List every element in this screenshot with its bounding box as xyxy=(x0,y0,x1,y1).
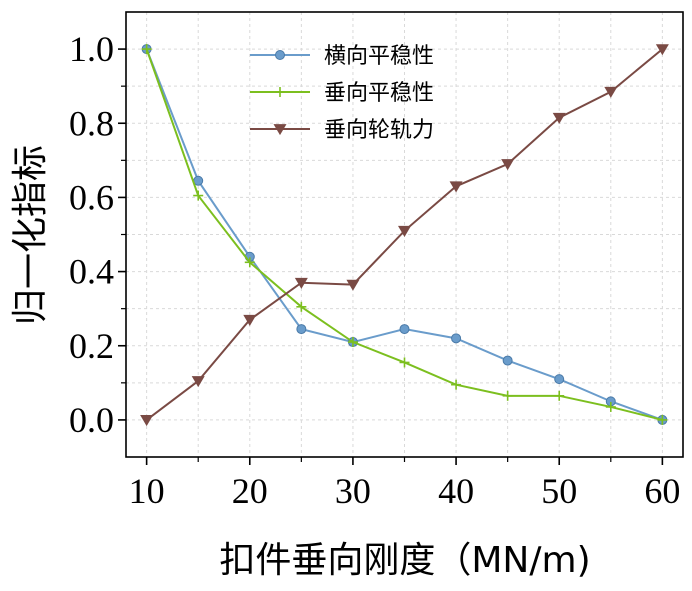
y-tick-label: 0.4 xyxy=(69,252,114,292)
data-point xyxy=(502,355,513,366)
data-point xyxy=(399,357,410,368)
data-point xyxy=(346,279,360,291)
series-layer xyxy=(140,44,669,427)
data-point xyxy=(244,257,255,268)
y-tick-label: 0.2 xyxy=(69,326,114,366)
y-tick-label: 0.6 xyxy=(69,177,114,217)
legend-entry-3: 垂向轮轨力 xyxy=(250,118,434,143)
data-point xyxy=(655,44,669,56)
x-axis-title: 扣件垂向刚度（MN/m) xyxy=(219,540,590,581)
tick-layer: 10 20 30 40 50 60 0.0 0.2 0.4 0.6 0.8 1.0 xyxy=(69,29,680,511)
data-point xyxy=(501,159,515,171)
y-tick-label: 1.0 xyxy=(69,29,114,69)
legend-marker xyxy=(275,50,285,60)
data-point xyxy=(347,337,358,348)
data-point xyxy=(657,414,668,425)
grid-layer xyxy=(126,12,683,457)
data-point xyxy=(296,324,307,335)
x-tick-label: 20 xyxy=(232,471,268,511)
legend-marker xyxy=(273,124,287,136)
data-point xyxy=(141,44,152,55)
y-tick-label: 0.0 xyxy=(69,400,114,440)
data-point xyxy=(604,86,618,98)
data-point xyxy=(554,374,565,385)
data-point xyxy=(140,415,154,427)
series-1 xyxy=(141,44,668,425)
data-point xyxy=(502,390,513,401)
series-3 xyxy=(140,44,669,427)
x-tick-label: 40 xyxy=(438,471,474,511)
data-point xyxy=(193,190,204,201)
x-tick-label: 60 xyxy=(644,471,680,511)
data-point xyxy=(191,376,205,388)
legend-label: 垂向平稳性 xyxy=(324,81,434,106)
y-axis-title: 归一化指标 xyxy=(10,145,51,325)
data-point xyxy=(398,225,411,237)
legend-label: 横向平稳性 xyxy=(324,44,434,69)
legend-marker xyxy=(275,87,285,97)
x-tick-label: 30 xyxy=(335,471,371,511)
data-point xyxy=(399,324,410,335)
data-point xyxy=(451,333,462,344)
data-point xyxy=(554,390,565,401)
series-2 xyxy=(141,44,668,425)
data-point xyxy=(296,301,307,312)
data-point xyxy=(449,181,463,193)
data-point xyxy=(294,277,308,289)
x-tick-label: 10 xyxy=(129,471,165,511)
y-tick-label: 0.8 xyxy=(69,103,114,143)
legend-label: 垂向轮轨力 xyxy=(324,118,434,143)
data-point xyxy=(451,379,462,390)
legend-entry-1: 横向平稳性 xyxy=(250,44,434,69)
data-point xyxy=(243,314,257,326)
data-point xyxy=(552,112,566,124)
legend-entry-2: 垂向平稳性 xyxy=(250,81,434,106)
data-point xyxy=(605,401,616,412)
x-tick-label: 50 xyxy=(541,471,577,511)
